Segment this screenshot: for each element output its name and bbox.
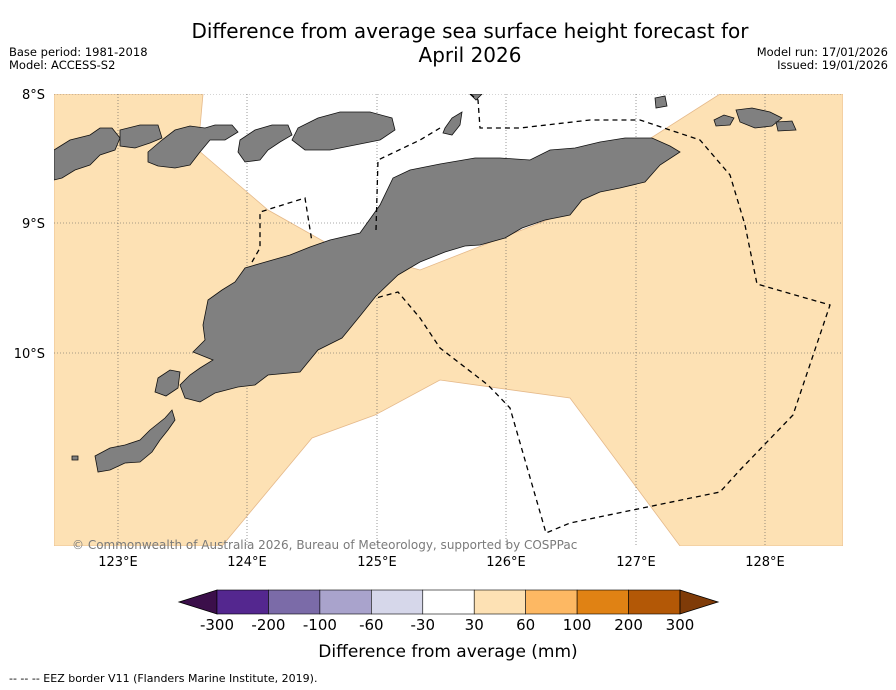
- title-line-2: April 2026: [418, 43, 522, 67]
- anomaly-region-30-60mm: [54, 94, 843, 546]
- lat-label-9s: 9°S: [22, 217, 45, 232]
- colorbar-tick-label: 30: [465, 616, 484, 634]
- ndao-islet: [71, 455, 79, 461]
- rote-island: [94, 409, 176, 473]
- colorbar-ticks: -300 -200 -100 -60 -30 30 60 100 200 300: [200, 616, 694, 634]
- colorbar-segment: [473, 589, 526, 615]
- eez-border-north: [375, 127, 441, 231]
- colorbar-segment: [216, 589, 269, 615]
- model-run: Model run: 17/01/2026: [756, 45, 888, 59]
- colorbar-segment: [371, 589, 424, 615]
- timor-island: [179, 137, 681, 403]
- map-area: [54, 94, 843, 546]
- colorbar-segment: [576, 589, 629, 615]
- colorbar: [177, 589, 720, 615]
- lakor-island: [775, 120, 797, 132]
- eez-legend: -- -- -- EEZ border V11 (Flanders Marine…: [9, 672, 318, 685]
- lat-label-8s: 8°S: [22, 88, 45, 103]
- colorbar-tick-label: 100: [563, 616, 592, 634]
- chart-title: Difference from average sea surface heig…: [0, 19, 896, 67]
- eez-border-line: [375, 94, 831, 534]
- colorbar-tick-label: -30: [411, 616, 436, 634]
- colorbar-extend-high: [679, 589, 720, 615]
- romang-island: [654, 95, 668, 109]
- lon-label-128e: 128°E: [745, 555, 785, 570]
- issued-date: Issued: 19/01/2026: [777, 58, 888, 72]
- copyright-notice: © Commonwealth of Australia 2026, Bureau…: [72, 538, 578, 552]
- atauro-island: [442, 111, 463, 136]
- eez-border-west: [251, 197, 313, 263]
- lon-label-124e: 124°E: [227, 555, 267, 570]
- land-masses: [54, 94, 797, 473]
- colorbar-tick-label: -100: [303, 616, 337, 634]
- meta-left: Base period: 1981-2018 Model: ACCESS-S2: [9, 46, 148, 72]
- colorbar-extend-low: [177, 589, 218, 615]
- lembata-island: [147, 124, 239, 169]
- colorbar-tick-label: 200: [614, 616, 643, 634]
- colorbar-tick-label: 60: [516, 616, 535, 634]
- colorbar-segment: [268, 589, 321, 615]
- colorbar-segment: [422, 589, 475, 615]
- lat-label-10s: 10°S: [14, 347, 45, 362]
- semau-island: [154, 369, 181, 397]
- colorbar-tick-label: 300: [666, 616, 695, 634]
- title-line-1: Difference from average sea surface heig…: [191, 19, 749, 43]
- colorbar-segment: [628, 589, 681, 615]
- model-name: Model: ACCESS-S2: [9, 58, 116, 72]
- lon-label-125e: 125°E: [357, 555, 397, 570]
- colorbar-segment: [525, 589, 578, 615]
- pantar-island: [237, 124, 293, 163]
- colorbar-segment: [319, 589, 372, 615]
- colorbar-tick-label: -200: [251, 616, 285, 634]
- leti-island: [713, 114, 735, 127]
- alor-island: [291, 111, 396, 151]
- meta-right: Model run: 17/01/2026 Issued: 19/01/2026: [757, 46, 888, 72]
- lon-label-126e: 126°E: [486, 555, 526, 570]
- flores-east: [54, 127, 121, 181]
- colorbar-label: Difference from average (mm): [318, 642, 577, 662]
- adonara-island: [119, 124, 163, 149]
- base-period: Base period: 1981-2018: [9, 45, 148, 59]
- lon-label-123e: 123°E: [98, 555, 138, 570]
- colorbar-tick-label: -300: [200, 616, 234, 634]
- lon-label-127e: 127°E: [616, 555, 656, 570]
- colorbar-tick-label: -60: [359, 616, 384, 634]
